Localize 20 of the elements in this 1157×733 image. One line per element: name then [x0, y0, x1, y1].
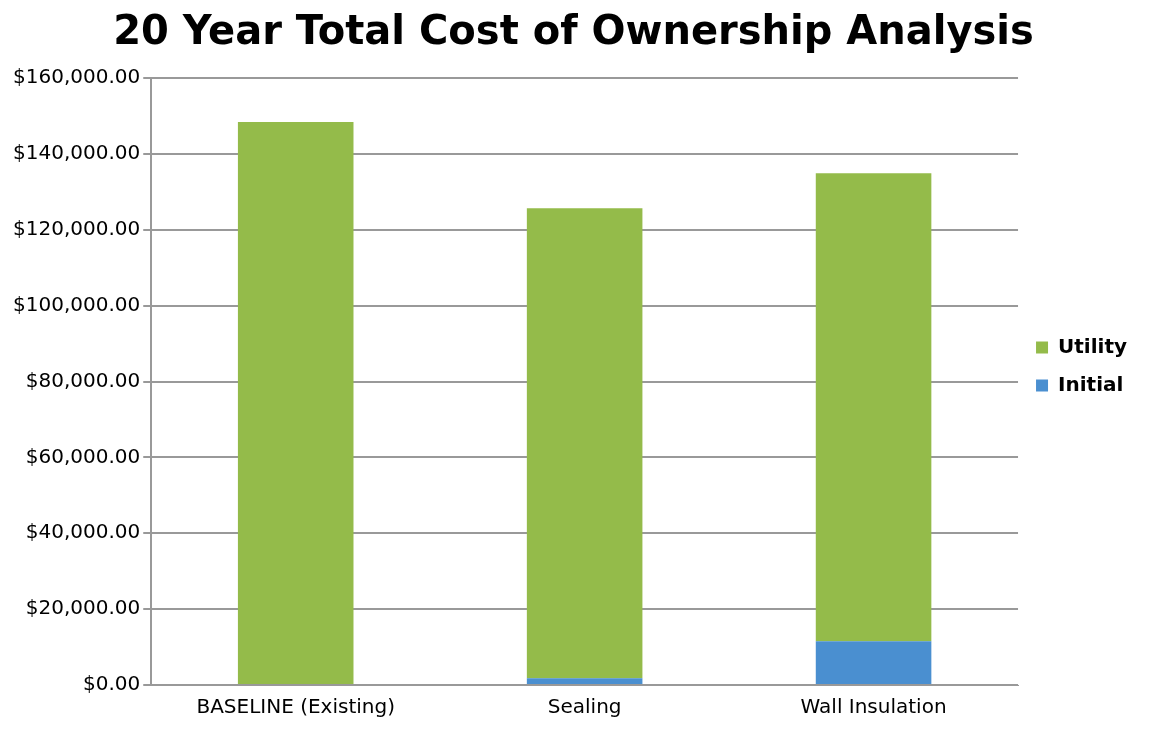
bar	[526, 678, 643, 684]
y-tick-label: $20,000.00	[25, 595, 141, 620]
legend-label: Initial	[1058, 371, 1124, 396]
bar	[815, 641, 932, 684]
bar	[526, 208, 643, 679]
y-tick-label: $100,000.00	[12, 291, 141, 316]
y-tick-label: $120,000.00	[12, 215, 141, 240]
chart-title: 20 Year Total Cost of Ownership Analysis	[113, 7, 1034, 54]
y-tick-label: $60,000.00	[25, 443, 141, 468]
bar	[237, 122, 354, 684]
x-tick-label: Wall Insulation	[800, 694, 947, 719]
y-tick-label: $40,000.00	[25, 519, 141, 544]
legend-label: Utility	[1058, 333, 1127, 358]
y-tick-label: $160,000.00	[12, 64, 141, 89]
y-tick-label: $0.00	[82, 671, 141, 696]
x-tick-label: Sealing	[547, 694, 622, 719]
y-tick-label: $140,000.00	[12, 140, 141, 165]
bar	[815, 173, 932, 642]
x-tick-label: BASELINE (Existing)	[196, 694, 395, 719]
y-tick-label: $80,000.00	[25, 367, 141, 392]
